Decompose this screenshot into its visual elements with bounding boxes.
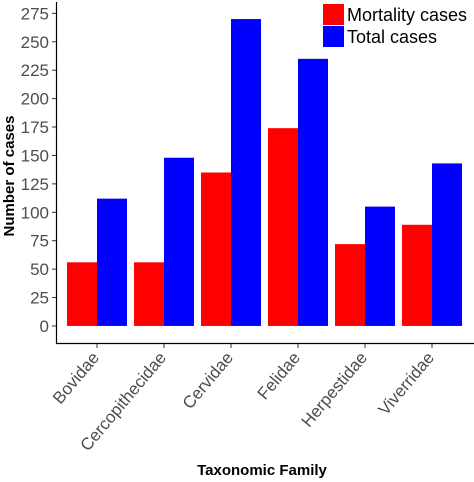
- y-tick-label: 125: [21, 175, 49, 194]
- bar-total-cervidae: [231, 19, 261, 326]
- bar-total-herpestidae: [365, 206, 395, 326]
- legend-swatch-mortality: [323, 4, 344, 25]
- axes-layer: [55, 2, 474, 345]
- x-tick-label-cervidae: Cervidae: [179, 348, 237, 412]
- legend-label-total: Total cases: [347, 27, 437, 47]
- x-tick-label-herpestidae: Herpestidae: [298, 348, 371, 430]
- x-axis-title: Taxonomic Family: [197, 462, 327, 479]
- bar-mortality-bovidae: [67, 262, 97, 326]
- x-tick-label-viverridae: Viverridae: [375, 348, 439, 419]
- bar-mortality-cervidae: [201, 172, 231, 326]
- legend-swatch-total: [323, 26, 344, 47]
- y-tick-label: 250: [21, 33, 49, 52]
- y-tick-label: 50: [30, 260, 49, 279]
- y-axis-title: Number of cases: [1, 116, 18, 237]
- y-tick-label: 150: [21, 146, 49, 165]
- bar-total-felidae: [298, 58, 328, 326]
- y-ticks: 0 25 50 75 100 125 150 175 200 225 250 275: [21, 4, 57, 336]
- bar-mortality-cercopithecidae: [134, 262, 164, 326]
- legend-label-mortality: Mortality cases: [347, 5, 467, 25]
- bars-layer: [67, 19, 462, 326]
- y-tick-label: 25: [30, 289, 49, 308]
- bar-total-bovidae: [97, 198, 127, 326]
- x-tick-label-felidae: Felidae: [254, 348, 304, 403]
- x-tick-label-bovidae: Bovidae: [49, 348, 103, 407]
- y-tick-label: 0: [40, 317, 49, 336]
- bar-mortality-felidae: [268, 128, 298, 326]
- y-tick-label: 225: [21, 61, 49, 80]
- y-tick-label: 200: [21, 90, 49, 109]
- bar-mortality-viverridae: [402, 224, 432, 326]
- y-tick-label: 275: [21, 4, 49, 23]
- y-tick-label: 100: [21, 203, 49, 222]
- y-tick-label: 175: [21, 118, 49, 137]
- bar-mortality-herpestidae: [335, 244, 365, 326]
- bar-total-cercopithecidae: [164, 157, 194, 326]
- y-tick-label: 75: [30, 232, 49, 251]
- bar-total-viverridae: [432, 163, 462, 326]
